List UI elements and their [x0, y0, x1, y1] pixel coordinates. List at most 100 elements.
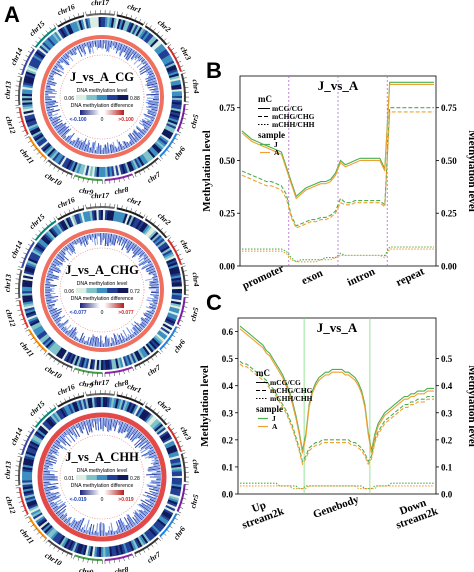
chromosome-tick: [171, 334, 176, 338]
difference-bar: [71, 331, 77, 339]
level-heat-bar: [162, 130, 173, 138]
level-heat-bar: [168, 264, 179, 270]
level-heat-bar: [170, 489, 181, 495]
level-heat-bar: [61, 537, 69, 548]
legend-mc-entry: mCG/CG: [270, 378, 301, 387]
level-heat-bar: [108, 17, 113, 28]
level-heat-bar: [156, 240, 167, 249]
difference-bar: [48, 306, 53, 310]
level-heat-bar: [89, 546, 94, 557]
difference-bar: [120, 422, 127, 434]
difference-bar: [146, 80, 157, 85]
level-heat-bar: [27, 121, 38, 128]
difference-bar: [83, 42, 86, 47]
level-heat-bar: [122, 356, 128, 367]
difference-bar: [91, 418, 95, 428]
chromosome-tick: [57, 361, 60, 365]
level-heat-bar: [24, 495, 36, 501]
difference-bar: [51, 445, 56, 449]
chromosome-label: chr4: [191, 459, 202, 474]
difference-bar: [115, 42, 121, 54]
chromosome-tick: [175, 436, 180, 439]
level-heat-bar: [25, 71, 36, 77]
level-heat-bar: [126, 354, 133, 365]
level-heat-bar: [171, 101, 182, 106]
chromosome-label: chr7: [145, 549, 162, 564]
level-heat-bar: [30, 508, 41, 516]
level-heat-bar: [23, 491, 35, 497]
difference-bar: [44, 486, 58, 491]
circos-title: J_vs_A_CG: [70, 70, 134, 84]
level-heat-bar: [69, 22, 76, 33]
level-heat-bar: [39, 45, 49, 54]
level-heat-bar: [169, 306, 180, 312]
chromosome-tick: [21, 64, 26, 67]
difference-bar: [133, 435, 145, 446]
chromosome-tick: [166, 41, 170, 45]
level-heat-bar: [54, 224, 62, 235]
difference-bar: [77, 238, 82, 247]
chromosome-tick: [182, 457, 187, 459]
difference-bar: [127, 242, 135, 254]
level-heat-bar: [50, 414, 59, 424]
level-heat-bar: [133, 25, 141, 36]
legend-mc-title: mC: [258, 94, 272, 104]
level-heat-bar: [149, 418, 159, 428]
difference-bar: [145, 81, 158, 86]
chromosome-tick: [15, 465, 20, 467]
chromosome-tick: [150, 163, 154, 168]
level-heat-bar: [171, 466, 182, 471]
level-heat-bar: [71, 541, 78, 552]
chromosome-tick: [27, 520, 32, 523]
difference-bar: [45, 284, 57, 287]
chromosome-tick: [82, 557, 85, 562]
level-heat-bar: [32, 247, 43, 255]
difference-bar: [115, 42, 119, 50]
chromosome-tick: [16, 491, 21, 494]
difference-bar: [107, 338, 110, 347]
difference-bar: [125, 424, 130, 433]
difference-bar: [96, 40, 98, 50]
level-heat-bar: [106, 546, 111, 557]
level-heat-bar: [84, 165, 90, 176]
difference-bar: [54, 122, 63, 129]
difference-bar: [134, 137, 139, 142]
level-heat-bar: [122, 400, 128, 411]
chromosome-tick: [19, 448, 24, 451]
level-heat-bar: [137, 349, 145, 360]
y-tick-label: 0.4: [222, 381, 234, 391]
difference-bar: [55, 63, 65, 70]
chromosome-tick: [170, 428, 175, 431]
difference-bar: [45, 492, 54, 496]
level-heat-bar: [118, 357, 124, 368]
difference-bar: [132, 131, 141, 140]
difference-bar: [74, 424, 77, 429]
difference-bar: [80, 527, 84, 533]
level-heat-bar: [80, 19, 86, 30]
level-heat-bar: [116, 18, 122, 30]
difference-bar: [79, 528, 82, 532]
difference-bar: [118, 421, 124, 434]
difference-bar: [136, 127, 145, 136]
difference-bar: [126, 426, 134, 438]
level-heat-bar: [24, 268, 35, 274]
difference-bar: [46, 274, 58, 279]
chromosome-tick: [149, 25, 152, 29]
difference-bar: [55, 122, 67, 131]
chromosome-tick: [132, 554, 135, 559]
level-heat-bar: [142, 411, 150, 422]
chromosome-tick: [182, 77, 187, 79]
difference-bar: [44, 490, 50, 493]
difference-bar: [61, 128, 72, 139]
level-heat-bar: [87, 17, 92, 29]
level-heat-bar: [135, 350, 143, 361]
level-heat-bar: [135, 537, 143, 548]
difference-bar: [43, 485, 48, 488]
difference-bar: [90, 334, 94, 347]
difference-bar: [55, 256, 64, 263]
difference-bar: [46, 82, 56, 86]
chromosome-tick: [127, 175, 130, 180]
level-heat-bar: [116, 544, 122, 556]
chromosome-tick: [21, 257, 26, 260]
level-heat-bar: [84, 545, 90, 556]
